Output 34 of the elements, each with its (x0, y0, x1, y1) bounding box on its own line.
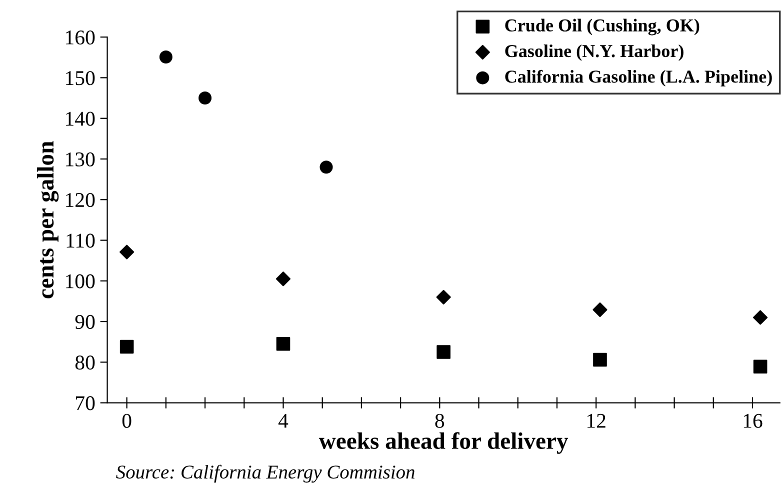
point (753, 360, 768, 374)
point (753, 310, 768, 325)
y-tick-label: 120 (66, 192, 95, 208)
x-axis-title: weeks ahead for delivery (318, 432, 568, 454)
y-tick-label: 130 (66, 152, 95, 166)
point (436, 345, 450, 359)
point (320, 160, 333, 174)
point (593, 352, 607, 367)
y-tick-label: 90 (75, 314, 95, 329)
x-tick-label: 8 (435, 414, 444, 428)
point (159, 50, 172, 64)
y-tick-label: 100 (66, 274, 95, 288)
y-tick-label: 110 (66, 234, 95, 248)
x-tick-label: 12 (587, 414, 606, 428)
point (436, 290, 451, 304)
x-tick-label: 16 (744, 414, 762, 428)
point (198, 92, 212, 105)
point (276, 272, 291, 286)
y-tick-label: 150 (66, 71, 95, 86)
y-axis-title: cents per gallon (37, 141, 59, 298)
legend-label: Crude Oil (Cushing, OK) (505, 18, 700, 36)
x-tick-label: 0 (122, 414, 132, 428)
point (592, 302, 608, 318)
legend-label: Gasoline (N.Y. Harbor) (505, 44, 684, 61)
x-tick-label: 4 (278, 414, 288, 428)
y-tick-label: 160 (66, 30, 95, 45)
point (120, 340, 134, 354)
y-tick-label: 70 (76, 396, 95, 410)
y-tick-label: 80 (75, 356, 95, 370)
source-note: Source: California Energy Commision (116, 464, 414, 483)
point (276, 336, 290, 351)
point (120, 244, 134, 260)
legend-label: California Gasoline (L.A. Pipeline) (505, 70, 772, 86)
y-tick-label: 140 (66, 112, 95, 126)
